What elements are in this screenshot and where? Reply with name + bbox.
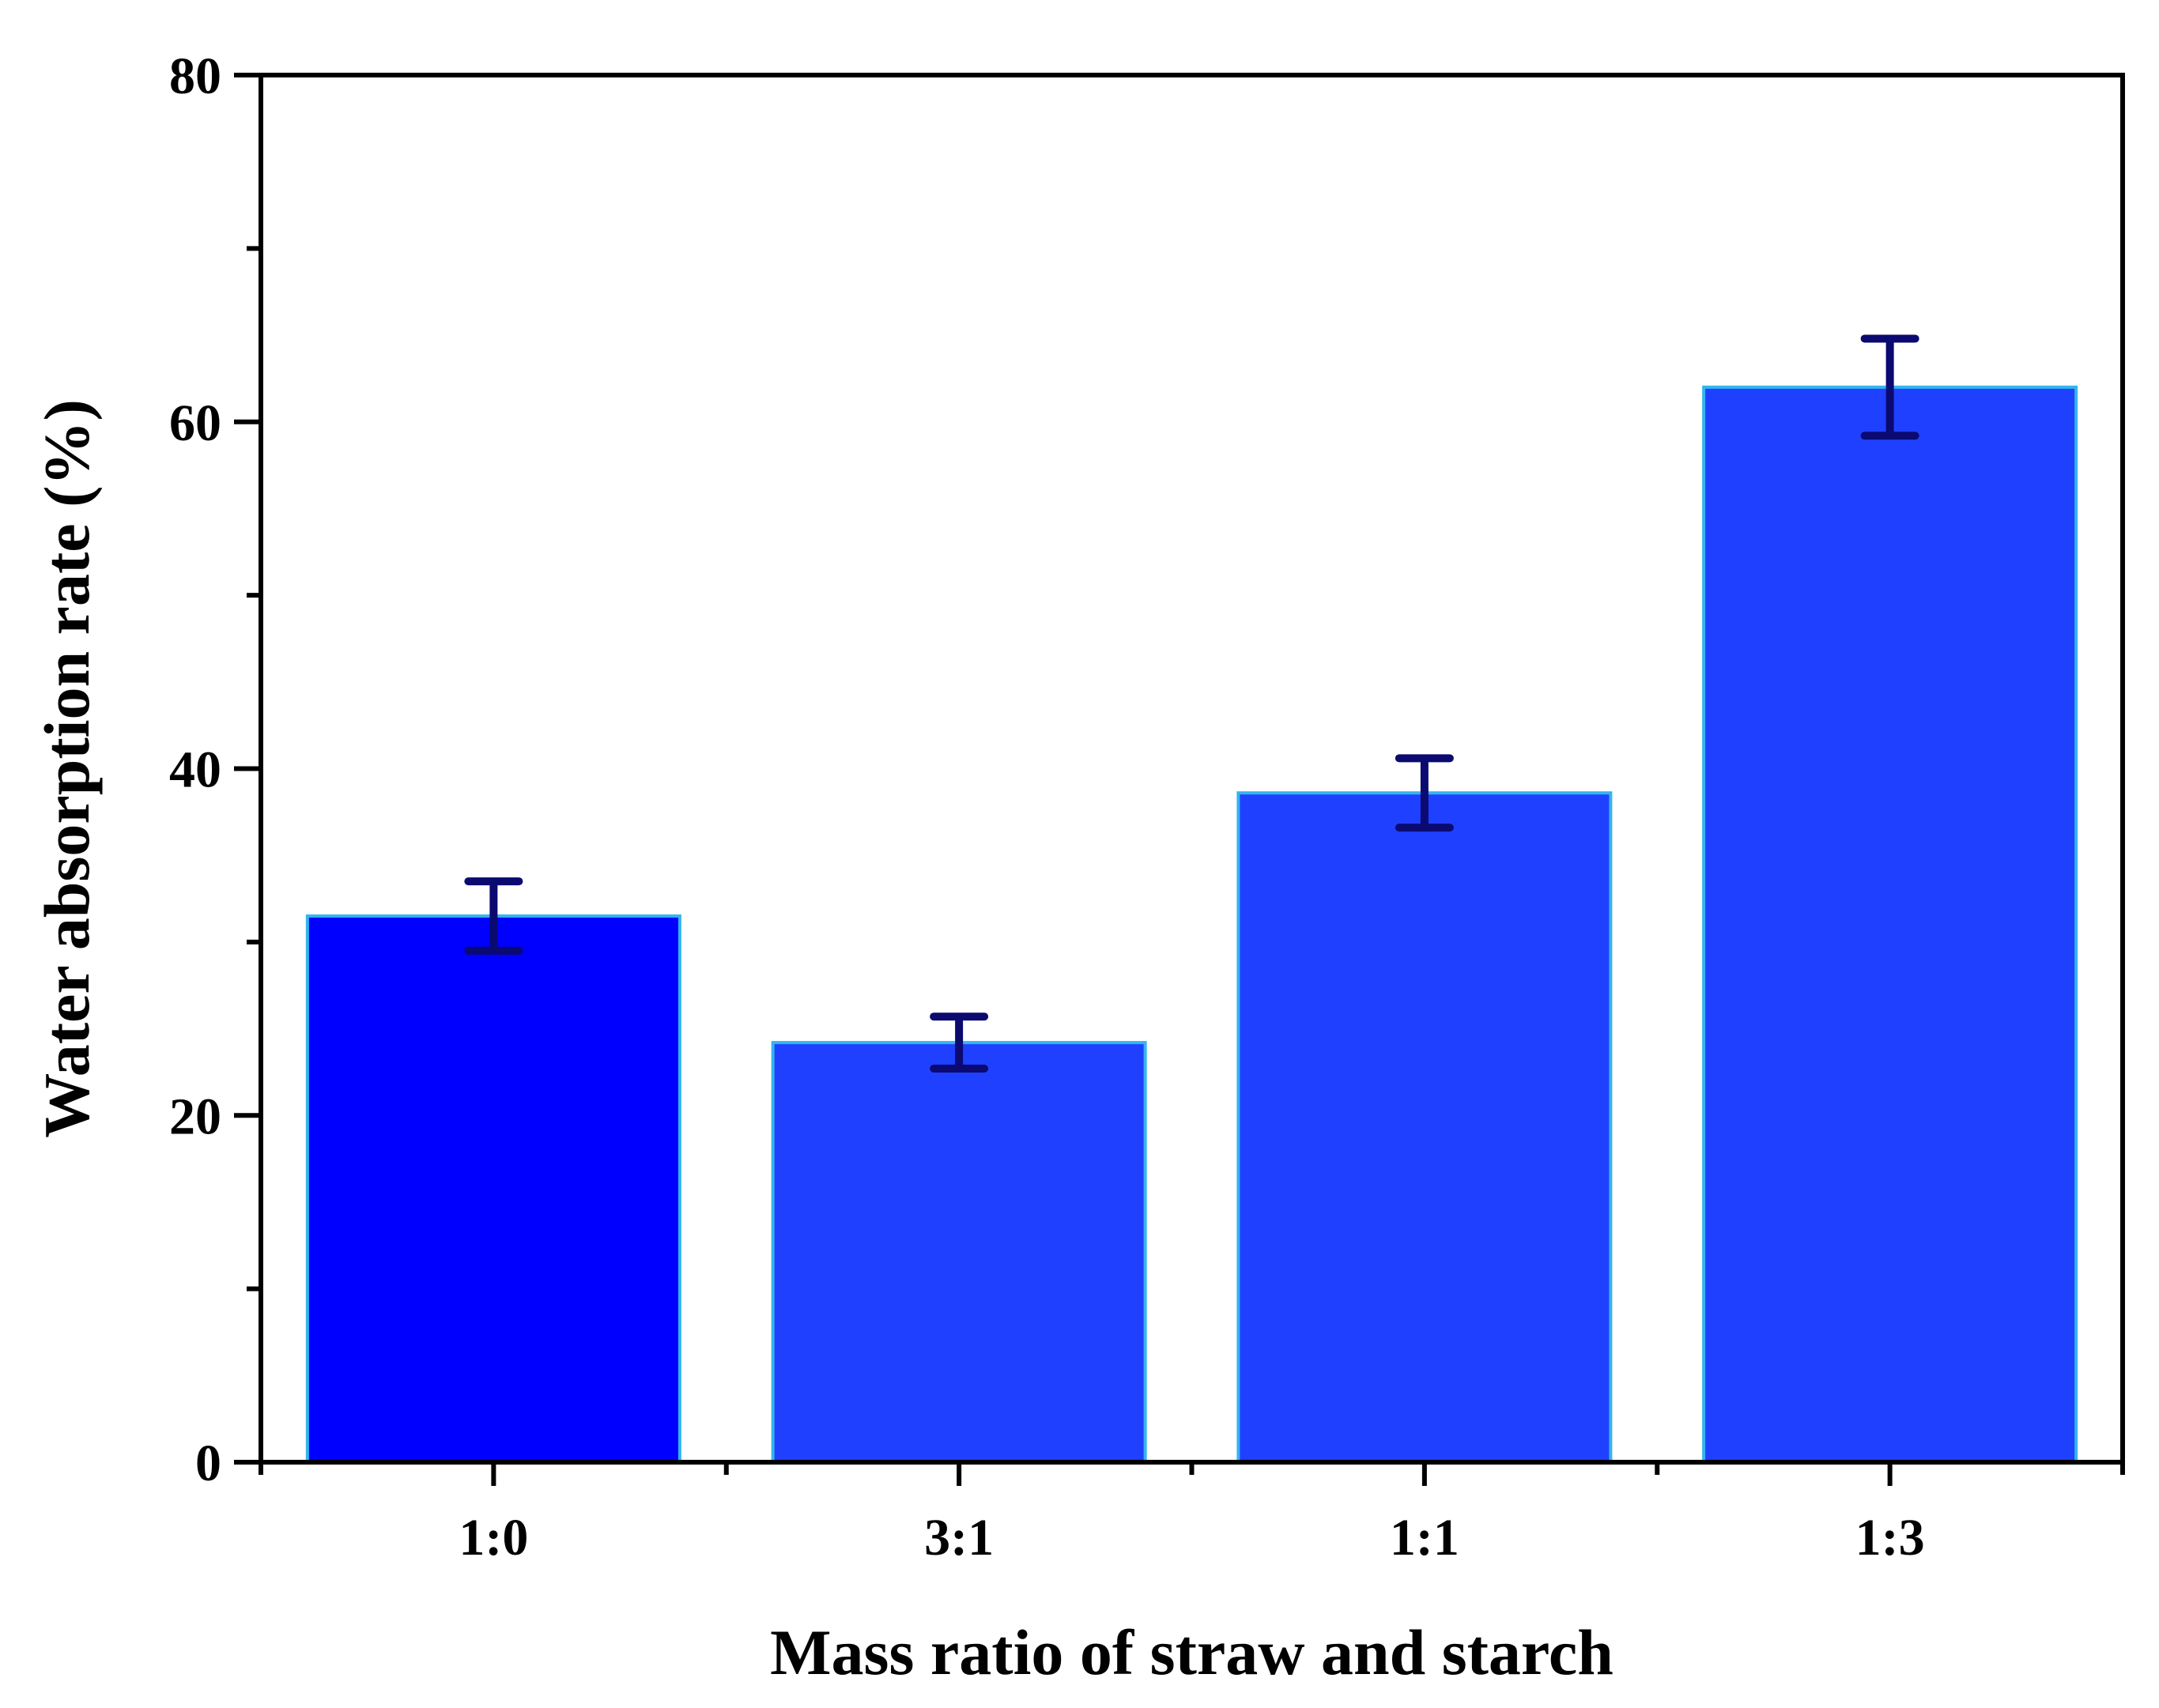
y-tick-label: 80 xyxy=(169,47,221,105)
y-axis: 0 20 40 60 80 xyxy=(169,47,261,1492)
y-tick-label: 0 xyxy=(195,1435,221,1492)
y-tick-label: 20 xyxy=(169,1088,221,1145)
y-tick-label: 40 xyxy=(169,741,221,799)
bar-1:1 xyxy=(1236,791,1613,1464)
x-axis: 1:0 3:1 1:1 1:3 xyxy=(259,1462,2125,1567)
x-axis-title: Mass ratio of straw and starch xyxy=(770,1616,1614,1688)
x-tick-label-3:1: 3:1 xyxy=(924,1509,994,1567)
y-tick-label: 60 xyxy=(169,394,221,452)
bar-3:1 xyxy=(771,1041,1147,1465)
y-axis-title: Water absorption rate (%) xyxy=(31,399,103,1138)
bars-group xyxy=(305,385,2078,1465)
x-tick-label-1:3: 1:3 xyxy=(1855,1509,1925,1567)
x-tick-label-1:1: 1:1 xyxy=(1390,1509,1459,1567)
bar-1:0 xyxy=(305,914,681,1464)
error-bars-group xyxy=(464,334,1919,1073)
x-tick-label-1:0: 1:0 xyxy=(459,1509,528,1567)
bar-1:3 xyxy=(1702,385,2078,1464)
